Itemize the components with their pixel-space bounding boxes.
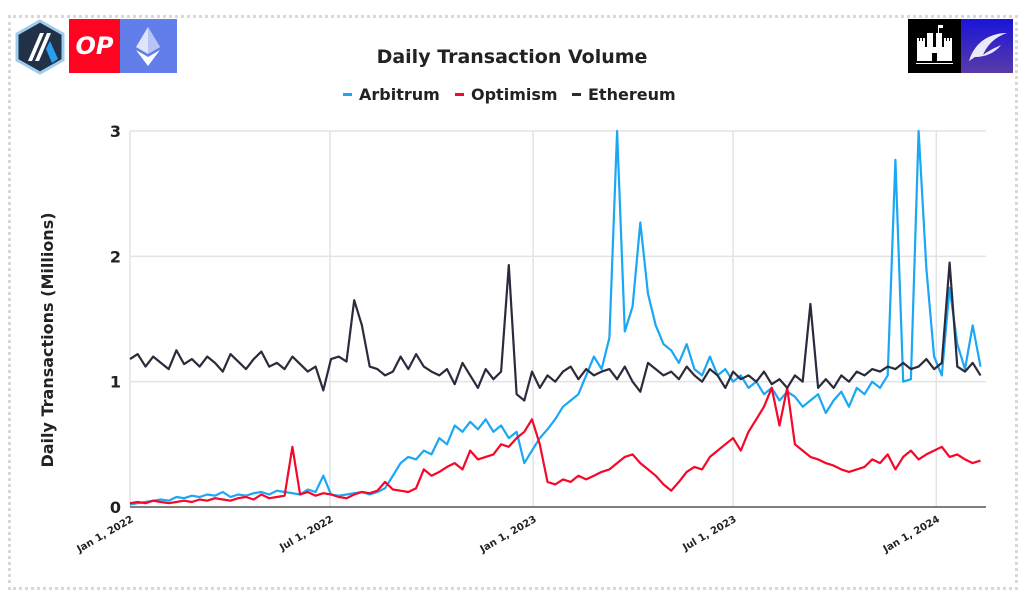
series-line-ethereum bbox=[129, 261, 982, 402]
y-tick-label: 2 bbox=[110, 247, 121, 266]
optimism-logo-text: OP bbox=[75, 32, 114, 60]
arbitrum-logo bbox=[15, 19, 65, 75]
legend-label-ethereum: Ethereum bbox=[588, 85, 676, 104]
chart-title: Daily Transaction Volume bbox=[377, 46, 648, 68]
y-tick-label: 3 bbox=[110, 122, 121, 141]
legend-swatch-arbitrum bbox=[343, 93, 352, 96]
y-ticks: 0 1 2 3 bbox=[110, 122, 121, 517]
legend-swatch-ethereum bbox=[572, 93, 581, 96]
x-tick-label: Jan 1, 2024 bbox=[881, 514, 942, 556]
castle-logo bbox=[908, 19, 961, 73]
x-ticks: Jan 1, 2022 Jul 1, 2022 Jan 1, 2023 Jul 1, … bbox=[74, 514, 941, 556]
x-tick-label: Jul 1, 2023 bbox=[680, 514, 738, 554]
chart-frame bbox=[8, 15, 1018, 590]
x-tick-label: Jan 1, 2022 bbox=[74, 514, 135, 556]
legend-label-arbitrum: Arbitrum bbox=[359, 85, 440, 104]
x-tick-label: Jan 1, 2023 bbox=[478, 514, 539, 556]
y-axis-label: Daily Transactions (Millions) bbox=[38, 212, 57, 467]
legend-label-optimism: Optimism bbox=[471, 85, 558, 104]
eye-logo bbox=[961, 19, 1013, 73]
x-tick-label: Jul 1, 2022 bbox=[277, 514, 335, 554]
y-tick-label: 0 bbox=[110, 498, 121, 517]
series-lines bbox=[129, 129, 982, 506]
optimism-logo: OP bbox=[69, 19, 120, 73]
legend-swatch-optimism bbox=[455, 93, 464, 96]
series-line-optimism bbox=[129, 386, 981, 505]
legend: Arbitrum Optimism Ethereum bbox=[343, 85, 676, 104]
grid bbox=[129, 130, 986, 507]
y-tick-label: 1 bbox=[110, 373, 121, 392]
series-line-arbitrum bbox=[129, 129, 982, 506]
ethereum-logo bbox=[120, 19, 177, 73]
